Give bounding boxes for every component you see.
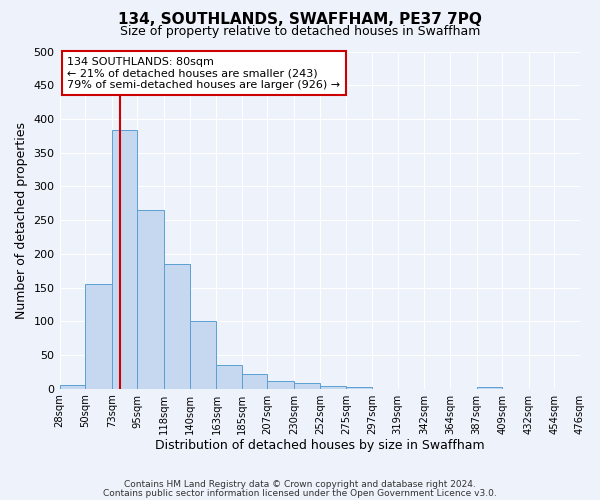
X-axis label: Distribution of detached houses by size in Swaffham: Distribution of detached houses by size … [155,440,485,452]
Bar [190,322,217,388]
Bar [164,264,190,388]
Text: 134 SOUTHLANDS: 80sqm
← 21% of detached houses are smaller (243)
79% of semi-det: 134 SOUTHLANDS: 80sqm ← 21% of detached … [67,56,340,90]
Bar [294,384,320,388]
Bar [137,210,164,388]
Text: Contains HM Land Registry data © Crown copyright and database right 2024.: Contains HM Land Registry data © Crown c… [124,480,476,489]
Bar [112,130,137,388]
Bar [85,284,112,389]
Y-axis label: Number of detached properties: Number of detached properties [15,122,28,318]
Bar [242,374,268,388]
Text: 134, SOUTHLANDS, SWAFFHAM, PE37 7PQ: 134, SOUTHLANDS, SWAFFHAM, PE37 7PQ [118,12,482,28]
Bar [268,380,294,388]
Bar [217,365,242,388]
Bar [59,386,85,388]
Bar [320,386,346,388]
Text: Contains public sector information licensed under the Open Government Licence v3: Contains public sector information licen… [103,488,497,498]
Bar [476,386,502,388]
Text: Size of property relative to detached houses in Swaffham: Size of property relative to detached ho… [120,25,480,38]
